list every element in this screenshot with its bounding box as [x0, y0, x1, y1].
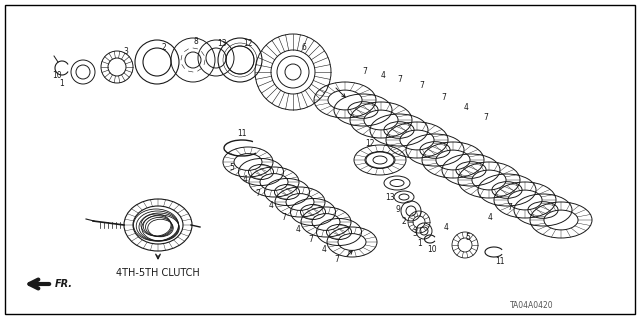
Text: 7: 7	[397, 75, 403, 84]
Text: 11: 11	[495, 257, 505, 266]
Text: 13: 13	[385, 192, 395, 202]
Text: 4: 4	[321, 246, 326, 255]
Text: 12: 12	[243, 40, 253, 48]
Text: 4: 4	[463, 102, 468, 112]
Text: 9: 9	[396, 205, 401, 214]
Text: FR.: FR.	[55, 279, 73, 289]
Text: 2: 2	[162, 43, 166, 53]
Text: 7: 7	[255, 189, 260, 197]
Text: 7: 7	[282, 212, 287, 221]
Text: 13: 13	[217, 40, 227, 48]
Text: 2: 2	[402, 218, 406, 226]
Text: 1: 1	[60, 78, 65, 87]
Text: 4: 4	[381, 70, 385, 79]
Text: 8: 8	[194, 38, 198, 47]
Text: 1: 1	[418, 239, 422, 248]
Text: 4: 4	[243, 175, 248, 184]
Text: 4TH-5TH CLUTCH: 4TH-5TH CLUTCH	[116, 268, 200, 278]
Text: 4: 4	[269, 201, 273, 210]
Text: 7: 7	[363, 68, 367, 77]
Text: 6: 6	[301, 43, 307, 53]
Text: 10: 10	[427, 246, 437, 255]
Text: 11: 11	[237, 130, 247, 138]
Text: 5: 5	[465, 234, 470, 242]
Text: 4: 4	[296, 225, 300, 234]
Text: 7: 7	[442, 93, 447, 101]
Text: 12: 12	[365, 138, 375, 147]
Text: 3: 3	[413, 229, 417, 239]
Text: 7: 7	[420, 81, 424, 91]
Text: 7: 7	[508, 203, 513, 211]
Text: 7: 7	[335, 256, 339, 264]
Text: TA04A0420: TA04A0420	[510, 300, 554, 309]
Text: 7: 7	[308, 235, 314, 244]
Text: 5: 5	[230, 164, 234, 173]
Text: 4: 4	[444, 224, 449, 233]
Text: 3: 3	[124, 48, 129, 56]
Text: 7: 7	[484, 113, 488, 122]
Text: 10: 10	[52, 71, 62, 80]
Text: 4: 4	[488, 213, 492, 222]
